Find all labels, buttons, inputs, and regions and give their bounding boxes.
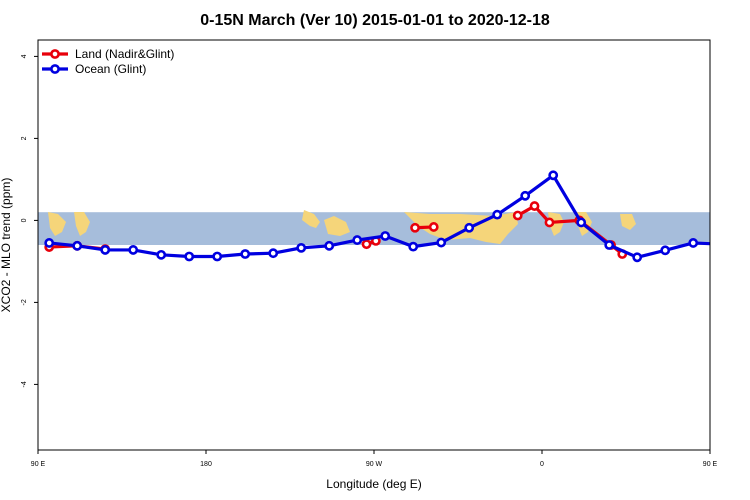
data-point	[428, 222, 439, 232]
series-layer	[44, 170, 750, 263]
legend-label: Ocean (Glint)	[75, 62, 146, 76]
data-point	[512, 210, 523, 221]
y-tick-label: -4	[21, 381, 28, 387]
data-point	[156, 249, 167, 260]
data-point	[212, 251, 223, 262]
data-point	[72, 240, 83, 251]
data-point	[604, 240, 615, 250]
y-tick-label: 4	[21, 54, 28, 58]
data-point	[436, 237, 447, 248]
x-axis: 90 E 180 90 W 0 90 E	[31, 450, 718, 468]
x-tick-label: 90 E	[31, 461, 46, 468]
series-ocean	[44, 170, 750, 263]
land-shape	[620, 214, 636, 230]
data-point	[410, 222, 420, 233]
data-point	[184, 251, 195, 262]
legend-swatch-marker	[50, 49, 60, 59]
data-point	[380, 231, 391, 241]
legend-swatch-marker	[50, 64, 60, 74]
data-point	[464, 222, 475, 233]
legend: Land (Nadir&Glint)Ocean (Glint)	[42, 47, 174, 76]
data-point	[544, 217, 555, 228]
data-point	[408, 241, 419, 252]
data-point	[632, 252, 643, 263]
data-point	[128, 245, 139, 255]
x-axis-label: Longitude (deg E)	[326, 477, 421, 491]
land-shape	[48, 212, 66, 236]
land-shape	[324, 216, 350, 236]
data-point	[688, 238, 699, 248]
legend-item: Ocean (Glint)	[42, 62, 146, 76]
plot-area	[37, 39, 750, 451]
legend-item: Land (Nadir&Glint)	[42, 47, 174, 61]
land-shape	[74, 212, 90, 236]
x-tick-label: 0	[540, 461, 544, 468]
data-point	[576, 217, 587, 228]
y-axis: 4 2 0 -2 -4	[21, 54, 38, 388]
land-shape	[302, 210, 320, 228]
data-point	[44, 238, 55, 248]
legend-label: Land (Nadir&Glint)	[75, 47, 174, 61]
x-tick-label: 90 W	[366, 461, 383, 468]
y-tick-label: 2	[21, 136, 28, 140]
data-point	[718, 241, 725, 248]
data-point	[746, 243, 750, 250]
data-point	[100, 245, 111, 255]
land-shape	[548, 212, 564, 236]
data-point	[361, 239, 372, 250]
data-point	[296, 242, 307, 253]
data-point	[492, 209, 503, 220]
data-point	[660, 245, 671, 256]
data-point	[324, 240, 335, 251]
y-axis-label: XCO2 - MLO trend (ppm)	[0, 178, 13, 313]
data-point	[548, 170, 559, 181]
data-point	[520, 190, 531, 201]
data-point	[529, 201, 540, 211]
x-tick-label: 90 E	[703, 461, 718, 468]
chart-title: 0-15N March (Ver 10) 2015-01-01 to 2020-…	[200, 12, 550, 29]
y-tick-label: 0	[21, 218, 28, 222]
y-tick-label: -2	[21, 299, 28, 305]
data-point	[240, 249, 251, 259]
data-point	[352, 235, 363, 245]
x-tick-label: 180	[200, 461, 212, 468]
data-point	[268, 248, 279, 259]
